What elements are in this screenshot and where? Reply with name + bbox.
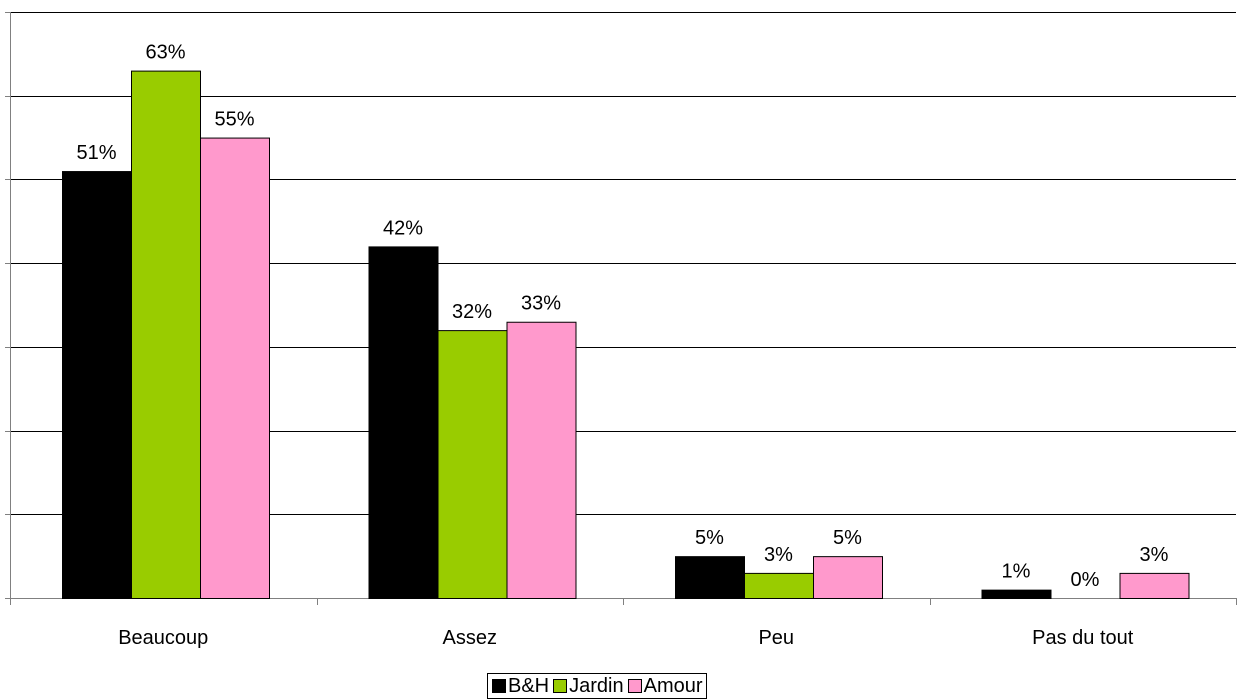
category-label: Peu	[758, 627, 794, 649]
bars	[62, 70, 1190, 600]
bar	[675, 556, 745, 600]
data-label: 1%	[1002, 561, 1031, 583]
category-label: Assez	[443, 627, 497, 649]
data-label: 5%	[833, 527, 862, 549]
data-label: 0%	[1071, 569, 1100, 591]
data-label: 33%	[521, 293, 561, 315]
data-label: 51%	[76, 142, 116, 164]
category-label: Beaucoup	[118, 627, 208, 649]
bar	[131, 70, 201, 600]
data-labels: 51% 63% 55% 42% 32% 33% 5% 3% 5% 1% 0% 3%	[76, 42, 1168, 591]
legend-item: Amour	[627, 675, 703, 697]
legend-swatch	[553, 679, 568, 693]
bar	[813, 556, 883, 600]
bar	[1119, 572, 1190, 600]
data-label: 42%	[383, 217, 423, 239]
bar	[368, 246, 439, 599]
bar	[981, 589, 1052, 600]
category-labels: Beaucoup Assez Peu Pas du tout	[118, 627, 1134, 649]
bar	[200, 137, 270, 599]
legend-label: B&H	[508, 675, 550, 697]
legend-label: Jardin	[569, 675, 624, 697]
legend-item: Jardin	[553, 675, 624, 697]
legend-swatch	[492, 679, 506, 693]
data-label: 5%	[695, 527, 724, 549]
data-label: 63%	[145, 42, 185, 64]
data-label: 3%	[764, 544, 793, 566]
legend-swatch	[627, 679, 642, 693]
bar	[437, 330, 508, 599]
data-label: 32%	[452, 301, 492, 323]
legend-item: B&H	[492, 676, 549, 696]
bar	[506, 321, 577, 599]
category-label: Pas du tout	[1032, 627, 1134, 649]
legend: B&H Jardin Amour	[487, 673, 707, 699]
bar	[744, 572, 814, 600]
data-label: 3%	[1140, 544, 1169, 566]
legend-label: Amour	[643, 675, 703, 697]
data-label: 55%	[214, 109, 254, 131]
bar	[62, 171, 132, 600]
